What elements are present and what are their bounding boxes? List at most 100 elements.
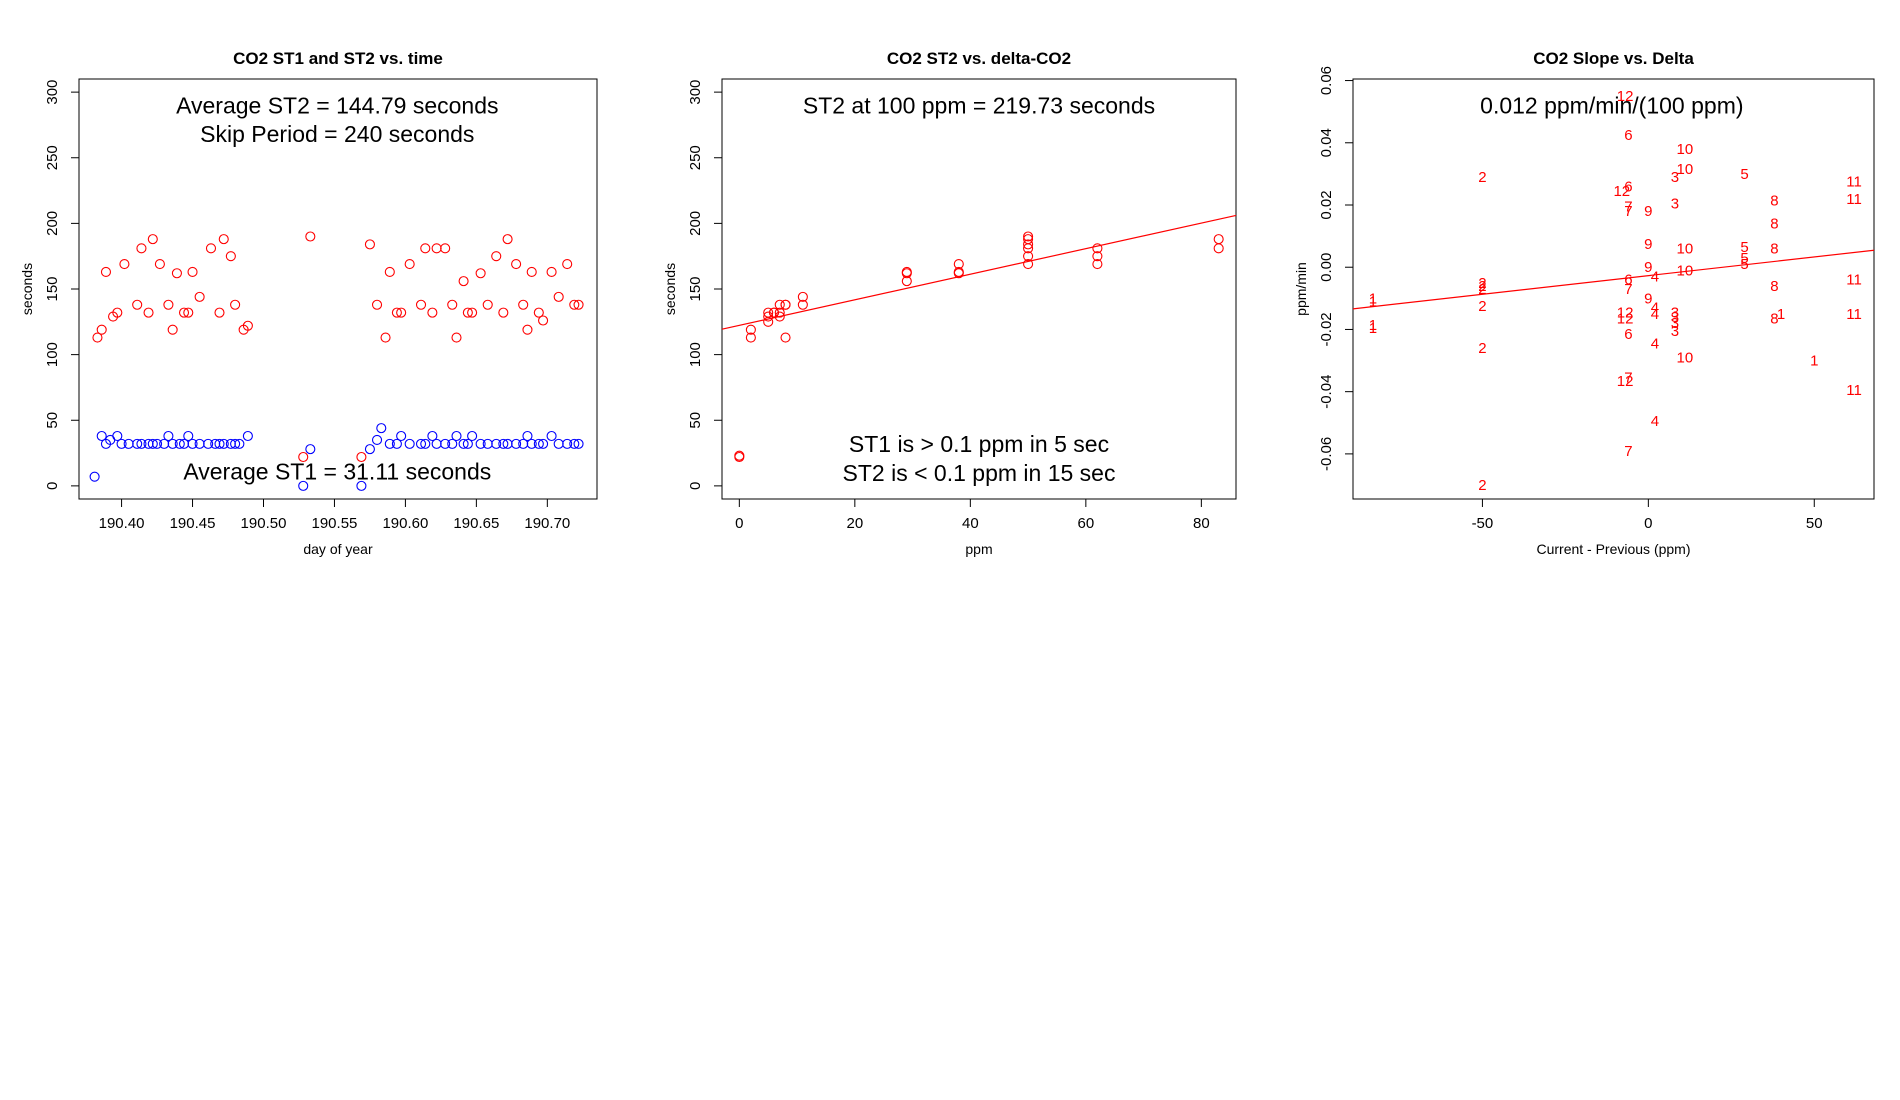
data-point <box>502 234 513 245</box>
data-point <box>462 307 473 318</box>
data-point <box>1023 239 1034 250</box>
data-point-label: 3 <box>1671 309 1679 326</box>
data-point <box>136 438 147 449</box>
x-tick-label: 190.60 <box>382 515 428 532</box>
data-point <box>491 251 502 262</box>
data-point <box>533 307 544 318</box>
data-point <box>1023 231 1034 242</box>
data-point <box>230 299 241 310</box>
x-tick-label: 40 <box>962 515 979 532</box>
y-tick-label: 0.06 <box>1318 66 1335 95</box>
data-point <box>214 307 225 318</box>
data-point-label: 8 <box>1770 241 1778 258</box>
data-point-label: 12 <box>1617 311 1634 328</box>
data-point <box>533 438 544 449</box>
data-point <box>96 430 107 442</box>
data-point <box>774 311 785 322</box>
data-point-label: 9 <box>1644 203 1652 220</box>
data-point <box>427 307 438 318</box>
x-tick-label: 190.40 <box>99 515 145 532</box>
data-point <box>242 320 253 331</box>
y-axis-label: seconds <box>662 263 678 315</box>
data-point <box>167 438 178 449</box>
data-point-label: 10 <box>1677 161 1694 178</box>
data-point <box>431 243 442 254</box>
data-point-label: 7 <box>1624 203 1632 220</box>
data-point <box>371 434 383 445</box>
x-tick-label: 190.55 <box>312 515 358 532</box>
y-tick-label: 100 <box>44 342 61 367</box>
data-point <box>96 324 107 335</box>
data-point <box>458 438 469 449</box>
data-point <box>745 324 756 335</box>
data-point-label: 1 <box>1369 293 1377 310</box>
y-tick-label: 0 <box>44 482 61 490</box>
chart-annotation: Average ST1 = 31.11 seconds <box>183 458 491 484</box>
data-point <box>132 438 143 449</box>
data-point <box>225 251 236 262</box>
x-axis-label: day of year <box>303 541 373 557</box>
data-point <box>462 438 473 449</box>
data-point-label: 9 <box>1644 290 1652 307</box>
data-point <box>1023 259 1034 270</box>
data-point <box>458 276 469 287</box>
data-point <box>163 430 174 442</box>
data-point <box>518 299 529 310</box>
data-point-label: 11 <box>1846 174 1862 191</box>
data-point-label: 11 <box>1846 272 1862 289</box>
panel-slope-vs-delta: CO2 Slope vs. Delta -50 0 50 -0.06 -0.04 -0.02… <box>1293 49 1875 557</box>
data-point-label: 5 <box>1740 166 1748 183</box>
y-tick-label: 200 <box>44 211 61 236</box>
data-point-label: 8 <box>1770 192 1778 209</box>
data-point <box>451 332 462 343</box>
data-point <box>167 324 178 335</box>
data-point <box>467 430 478 442</box>
data-point <box>467 307 478 318</box>
data-point-label: 4 <box>1651 306 1659 323</box>
data-point <box>163 299 174 310</box>
data-point <box>376 423 387 434</box>
chart-annotation: ST2 at 100 ppm = 219.73 seconds <box>803 92 1155 118</box>
data-point <box>380 332 391 343</box>
x-tick-label: 190.45 <box>170 515 216 532</box>
data-point <box>901 266 912 277</box>
data-point-label: 4 <box>1651 413 1659 430</box>
data-point-label: 2 <box>1478 278 1486 295</box>
data-point-label: 5 <box>1740 239 1748 256</box>
regression-line <box>721 214 1237 330</box>
data-point-label: 7 <box>1624 199 1632 216</box>
data-point <box>447 299 458 310</box>
y-tick-label: 300 <box>687 80 704 105</box>
data-point-label: 4 <box>1651 300 1659 317</box>
x-tick-label: 50 <box>1806 515 1823 532</box>
regression-line <box>1352 249 1875 310</box>
data-point <box>1213 234 1224 245</box>
plot-frame <box>1352 78 1875 500</box>
data-point-label: 12 <box>1617 304 1634 321</box>
data-point <box>522 430 533 442</box>
y-axis-label: ppm/min <box>1293 262 1309 316</box>
y-tick-label: 100 <box>687 342 704 367</box>
data-point-label: 3 <box>1671 169 1679 186</box>
data-point <box>356 451 367 463</box>
chart-annotation: 0.012 ppm/min/(100 ppm) <box>1480 92 1743 118</box>
data-point-label: 3 <box>1671 323 1679 340</box>
data-point-label: 6 <box>1624 178 1632 195</box>
x-tick-label: 0 <box>1644 515 1652 532</box>
data-point <box>147 438 158 449</box>
data-point <box>1023 251 1034 262</box>
data-point-label: 2 <box>1478 275 1486 292</box>
x-tick-label: 60 <box>1077 515 1094 532</box>
data-point <box>183 307 194 318</box>
data-point <box>953 266 964 277</box>
data-point <box>482 299 493 310</box>
data-point <box>573 299 584 310</box>
data-point-label: 8 <box>1770 278 1778 295</box>
data-point <box>116 438 127 449</box>
data-point <box>384 438 395 449</box>
y-tick-label: 250 <box>44 145 61 170</box>
data-point <box>538 315 549 326</box>
y-tick-label: 150 <box>44 276 61 301</box>
data-point <box>1023 234 1034 245</box>
